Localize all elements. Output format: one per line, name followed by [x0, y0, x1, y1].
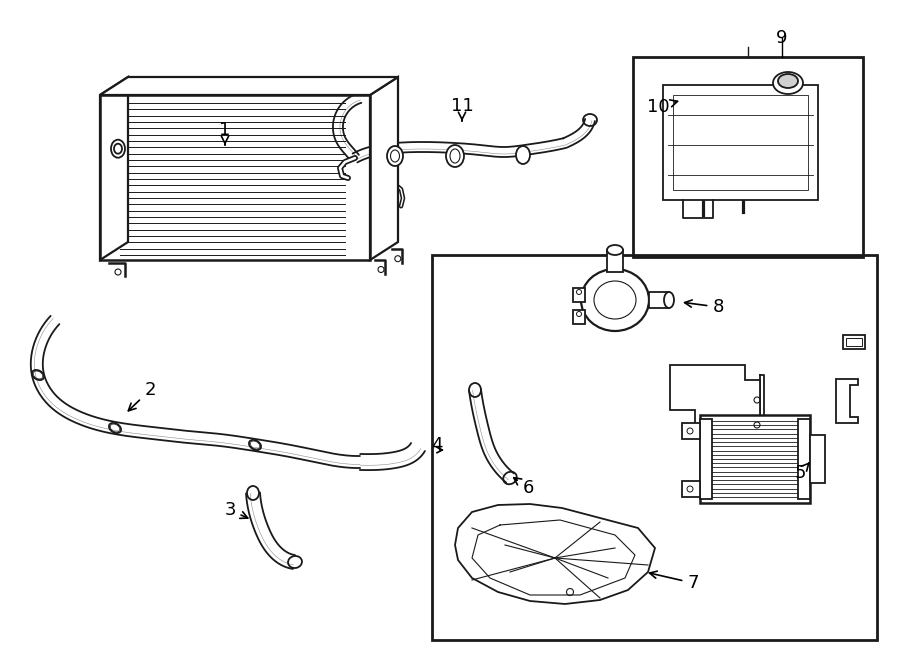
Text: 5: 5 — [794, 463, 809, 482]
Text: 7: 7 — [650, 571, 698, 592]
Bar — [573, 310, 585, 324]
Bar — [432, 255, 877, 640]
Bar — [682, 481, 700, 497]
Text: 2: 2 — [129, 381, 156, 410]
Polygon shape — [455, 504, 655, 604]
Ellipse shape — [446, 145, 464, 167]
Bar — [633, 57, 863, 257]
Ellipse shape — [664, 292, 674, 308]
Polygon shape — [100, 77, 398, 95]
Polygon shape — [670, 365, 760, 445]
Bar — [573, 288, 585, 302]
Text: 11: 11 — [451, 97, 473, 120]
Text: 3: 3 — [224, 501, 248, 519]
Polygon shape — [836, 379, 858, 423]
Text: 8: 8 — [685, 298, 724, 316]
Bar — [700, 415, 810, 503]
Bar — [843, 335, 865, 349]
Bar — [846, 338, 862, 346]
Bar — [798, 419, 810, 499]
Bar — [673, 95, 808, 190]
Text: 10: 10 — [647, 98, 678, 116]
Ellipse shape — [516, 146, 530, 164]
Ellipse shape — [773, 72, 803, 94]
Bar — [649, 292, 669, 308]
Text: 9: 9 — [776, 29, 788, 47]
Text: 4: 4 — [431, 436, 443, 454]
Bar — [682, 423, 700, 439]
Bar — [607, 250, 623, 272]
Ellipse shape — [607, 245, 623, 255]
Bar — [700, 419, 712, 499]
Ellipse shape — [778, 74, 798, 88]
Text: 6: 6 — [514, 478, 534, 497]
Polygon shape — [370, 77, 398, 260]
Ellipse shape — [581, 269, 649, 331]
Bar — [663, 85, 818, 200]
Ellipse shape — [387, 146, 403, 166]
Polygon shape — [100, 77, 128, 260]
Bar — [810, 435, 825, 483]
Text: 1: 1 — [220, 121, 230, 145]
Ellipse shape — [111, 139, 125, 158]
